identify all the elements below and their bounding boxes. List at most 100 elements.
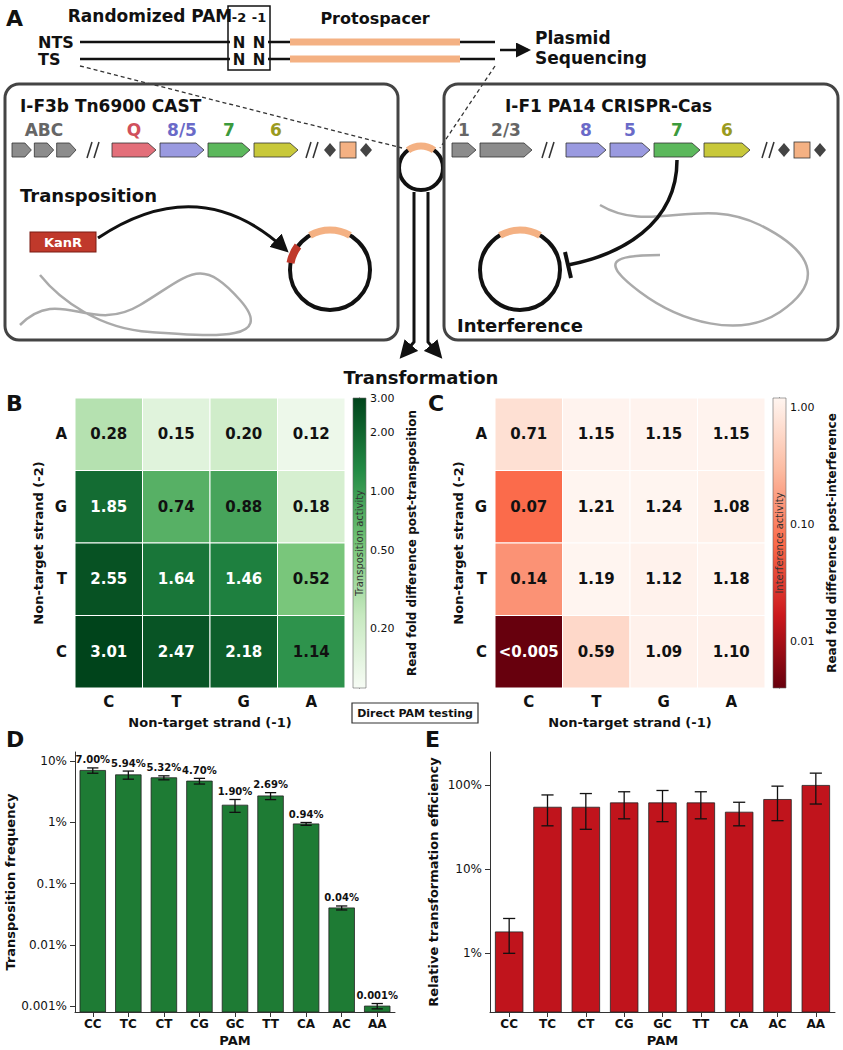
svg-text:Q: Q — [127, 120, 141, 140]
svg-text:T: T — [591, 693, 602, 711]
svg-text:D: D — [6, 727, 24, 752]
svg-text:0.15: 0.15 — [158, 425, 195, 443]
svg-text:N: N — [253, 51, 266, 69]
svg-text:Sequencing: Sequencing — [535, 48, 647, 68]
svg-text:CC: CC — [500, 1017, 518, 1031]
svg-text:-1: -1 — [252, 10, 266, 25]
svg-text:8: 8 — [580, 120, 592, 140]
svg-text:2.18: 2.18 — [225, 643, 262, 661]
svg-text:Randomized PAM: Randomized PAM — [68, 6, 233, 26]
svg-text:Non-target strand (-2): Non-target strand (-2) — [31, 461, 46, 624]
svg-text:1.00: 1.00 — [370, 485, 395, 498]
svg-text:1.15: 1.15 — [578, 425, 615, 443]
svg-text:0.18: 0.18 — [293, 498, 330, 516]
svg-text:C: C — [103, 693, 114, 711]
svg-text:G: G — [658, 693, 670, 711]
svg-text:T: T — [171, 693, 182, 711]
svg-text:GC: GC — [653, 1017, 672, 1031]
svg-text:5.32%: 5.32% — [147, 762, 182, 773]
svg-text:A: A — [305, 693, 317, 711]
svg-text:ABC: ABC — [25, 120, 64, 140]
svg-text:Transposition activity: Transposition activity — [354, 490, 365, 597]
svg-text:Direct PAM testing: Direct PAM testing — [357, 707, 473, 720]
svg-text:T: T — [477, 570, 488, 588]
svg-text:NTS: NTS — [38, 33, 74, 52]
svg-text:0.1%: 0.1% — [37, 877, 68, 891]
svg-text:Transformation: Transformation — [344, 367, 499, 388]
svg-text:-2: -2 — [232, 10, 246, 25]
svg-text:Read fold difference post-inte: Read fold difference post-interference — [825, 413, 839, 673]
svg-text:1.15: 1.15 — [645, 425, 682, 443]
svg-text:C: C — [476, 643, 487, 661]
svg-text:1.64: 1.64 — [158, 570, 195, 588]
svg-text:<0.005: <0.005 — [499, 643, 559, 661]
svg-text:N: N — [253, 34, 266, 52]
svg-text:6: 6 — [721, 120, 733, 140]
svg-text:GC: GC — [226, 1017, 245, 1031]
svg-text:I-F3b Tn6900 CAST: I-F3b Tn6900 CAST — [20, 96, 202, 116]
svg-text:0.12: 0.12 — [293, 425, 330, 443]
svg-text:1.18: 1.18 — [713, 570, 750, 588]
svg-text:1: 1 — [458, 120, 470, 140]
svg-text:N: N — [233, 51, 246, 69]
svg-text:Transposition frequency: Transposition frequency — [3, 793, 18, 971]
svg-text:TC: TC — [539, 1017, 556, 1031]
svg-text:TS: TS — [38, 50, 60, 69]
svg-text:CA: CA — [730, 1017, 749, 1031]
svg-text:C: C — [523, 693, 534, 711]
svg-text:7: 7 — [223, 120, 235, 140]
svg-text:1.00: 1.00 — [790, 401, 815, 414]
svg-text:7: 7 — [671, 120, 683, 140]
svg-text:I-F1 PA14 CRISPR-Cas: I-F1 PA14 CRISPR-Cas — [505, 96, 712, 116]
svg-text:AC: AC — [333, 1017, 351, 1031]
svg-text:A: A — [725, 693, 737, 711]
svg-text:1.08: 1.08 — [713, 498, 750, 516]
svg-text:KanR: KanR — [44, 235, 82, 250]
svg-text:1.24: 1.24 — [645, 498, 682, 516]
svg-text:0.94%: 0.94% — [289, 809, 324, 820]
svg-text:6: 6 — [270, 120, 282, 140]
svg-text:0.71: 0.71 — [510, 425, 547, 443]
svg-text:8/5: 8/5 — [167, 120, 197, 140]
svg-text:1.10: 1.10 — [713, 643, 750, 661]
svg-text:G: G — [55, 498, 67, 516]
svg-text:Relative transformation effici: Relative transformation efficiency — [426, 757, 441, 1007]
svg-text:0.001%: 0.001% — [356, 990, 398, 1001]
svg-text:Plasmid: Plasmid — [535, 28, 611, 48]
svg-text:CA: CA — [297, 1017, 316, 1031]
svg-text:AA: AA — [368, 1017, 387, 1031]
svg-text:2.00: 2.00 — [370, 426, 395, 439]
svg-text:Non-target strand (-1): Non-target strand (-1) — [548, 715, 711, 730]
svg-text:10%: 10% — [40, 754, 67, 768]
svg-text:C: C — [428, 391, 444, 416]
svg-text:TT: TT — [262, 1017, 279, 1031]
svg-text:0.50: 0.50 — [370, 544, 395, 557]
svg-text:2.55: 2.55 — [90, 570, 127, 588]
svg-text:1.85: 1.85 — [90, 498, 127, 516]
svg-text:G: G — [475, 498, 487, 516]
svg-text:TC: TC — [120, 1017, 137, 1031]
svg-text:CG: CG — [615, 1017, 634, 1031]
svg-text:5: 5 — [624, 120, 636, 140]
svg-text:4.70%: 4.70% — [182, 765, 217, 776]
svg-text:A: A — [475, 425, 487, 443]
svg-text:CT: CT — [155, 1017, 173, 1031]
svg-text:0.20: 0.20 — [370, 622, 395, 635]
svg-text:G: G — [238, 693, 250, 711]
svg-text:Transposition: Transposition — [20, 185, 157, 206]
svg-text:1.15: 1.15 — [713, 425, 750, 443]
svg-text:2.47: 2.47 — [158, 643, 195, 661]
svg-text:0.28: 0.28 — [90, 425, 127, 443]
svg-text:1%: 1% — [463, 946, 482, 960]
svg-text:N: N — [233, 34, 246, 52]
svg-text:A: A — [55, 425, 67, 443]
svg-text:0.14: 0.14 — [510, 570, 547, 588]
svg-text:Interference activity: Interference activity — [774, 492, 785, 593]
svg-text:CC: CC — [84, 1017, 102, 1031]
svg-text:C: C — [56, 643, 67, 661]
svg-text:100%: 100% — [448, 778, 482, 792]
svg-text:1.46: 1.46 — [225, 570, 262, 588]
svg-text:CG: CG — [190, 1017, 209, 1031]
svg-text:Read fold difference post-tran: Read fold difference post-transposition — [405, 410, 419, 676]
svg-text:2/3: 2/3 — [491, 120, 521, 140]
